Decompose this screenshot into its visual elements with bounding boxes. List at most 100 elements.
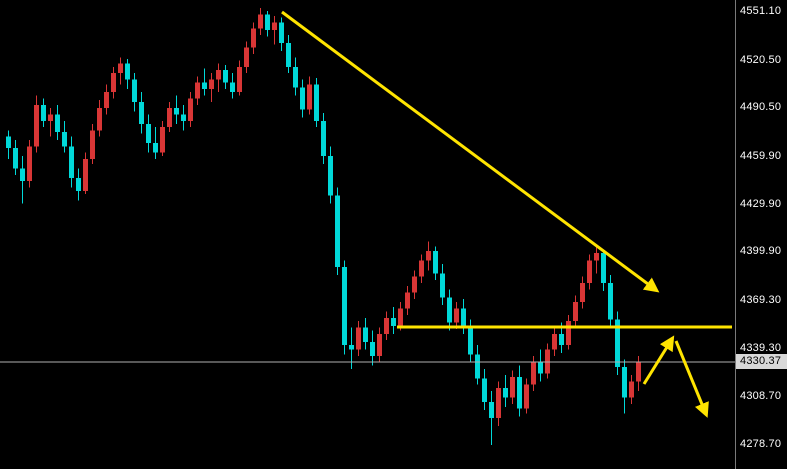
price-axis-label: 4308.70	[740, 390, 782, 403]
candle	[27, 139, 32, 188]
candle	[601, 249, 606, 291]
candle	[216, 63, 221, 93]
candle	[342, 260, 347, 355]
candle	[13, 139, 18, 175]
candle	[433, 246, 438, 280]
downtrend-arrow[interactable]	[281, 10, 660, 293]
candle	[202, 68, 207, 96]
candle	[181, 104, 186, 131]
candle	[622, 359, 627, 414]
candle	[405, 286, 410, 315]
candle	[356, 321, 361, 357]
candle	[545, 343, 550, 379]
candle	[608, 275, 613, 328]
candle	[167, 101, 172, 132]
candle	[391, 306, 396, 334]
candle	[594, 244, 599, 274]
candle	[615, 311, 620, 376]
price-axis-label: 4551.10	[740, 5, 782, 17]
candle	[580, 276, 585, 309]
candle	[384, 311, 389, 341]
candle	[587, 254, 592, 290]
candle	[272, 15, 277, 45]
candle	[307, 76, 312, 115]
price-axis-label: 4339.30	[740, 341, 782, 354]
candle	[426, 241, 431, 271]
candle	[188, 92, 193, 128]
projection-down-arrow[interactable]	[674, 340, 709, 418]
candle	[90, 124, 95, 164]
candle	[496, 381, 501, 427]
price-axis-label: 4369.30	[740, 293, 782, 306]
candle	[76, 168, 81, 201]
candle	[454, 302, 459, 330]
price-axis-label: 4399.90	[740, 245, 782, 258]
candle	[321, 112, 326, 164]
candle	[377, 327, 382, 363]
candle	[629, 375, 634, 404]
candle	[510, 370, 515, 404]
candle	[636, 356, 641, 392]
candle	[573, 295, 578, 328]
candle	[475, 344, 480, 385]
current-price-tag: 4330.37	[736, 354, 787, 370]
candle	[153, 127, 158, 159]
candle	[146, 114, 151, 153]
candle	[349, 327, 354, 369]
current-price-value: 4330.37	[740, 355, 782, 368]
candle	[97, 100, 102, 137]
candle	[237, 60, 242, 96]
candle	[34, 95, 39, 153]
bounce-up-arrow[interactable]	[642, 335, 675, 385]
price-axis-label: 4520.50	[740, 53, 782, 66]
candle	[209, 73, 214, 102]
candle	[524, 378, 529, 414]
candle	[489, 391, 494, 446]
candle	[174, 95, 179, 125]
candle	[447, 289, 452, 331]
candle	[503, 375, 508, 407]
candle	[104, 84, 109, 115]
candle	[48, 108, 53, 137]
candle	[223, 65, 228, 90]
candle	[552, 327, 557, 357]
candle	[132, 73, 137, 112]
candle	[258, 7, 263, 36]
candle	[363, 317, 368, 350]
candle	[328, 146, 333, 204]
price-axis-label: 4429.90	[740, 197, 782, 210]
candle	[482, 368, 487, 411]
candle	[6, 130, 11, 159]
candle	[118, 57, 123, 85]
candle	[300, 79, 305, 118]
candle	[160, 120, 165, 156]
candle	[83, 152, 88, 194]
candle	[412, 270, 417, 299]
candle	[125, 58, 130, 90]
candle	[195, 76, 200, 105]
candle	[517, 365, 522, 417]
candle	[265, 11, 270, 37]
candle	[244, 41, 249, 74]
candle	[314, 77, 319, 128]
candle	[566, 314, 571, 350]
candle	[41, 98, 46, 128]
candle	[230, 73, 235, 99]
candlesticks	[6, 7, 641, 446]
candle	[461, 298, 466, 334]
candle	[370, 330, 375, 366]
candle	[251, 22, 256, 55]
candle	[419, 254, 424, 283]
candle	[20, 155, 25, 204]
candle	[335, 187, 340, 276]
candle	[279, 17, 284, 51]
candle	[538, 349, 543, 382]
candle	[531, 356, 536, 392]
candle	[286, 35, 291, 74]
candle	[62, 120, 67, 153]
candle	[293, 57, 298, 96]
candle	[69, 136, 74, 188]
candle	[139, 92, 144, 134]
